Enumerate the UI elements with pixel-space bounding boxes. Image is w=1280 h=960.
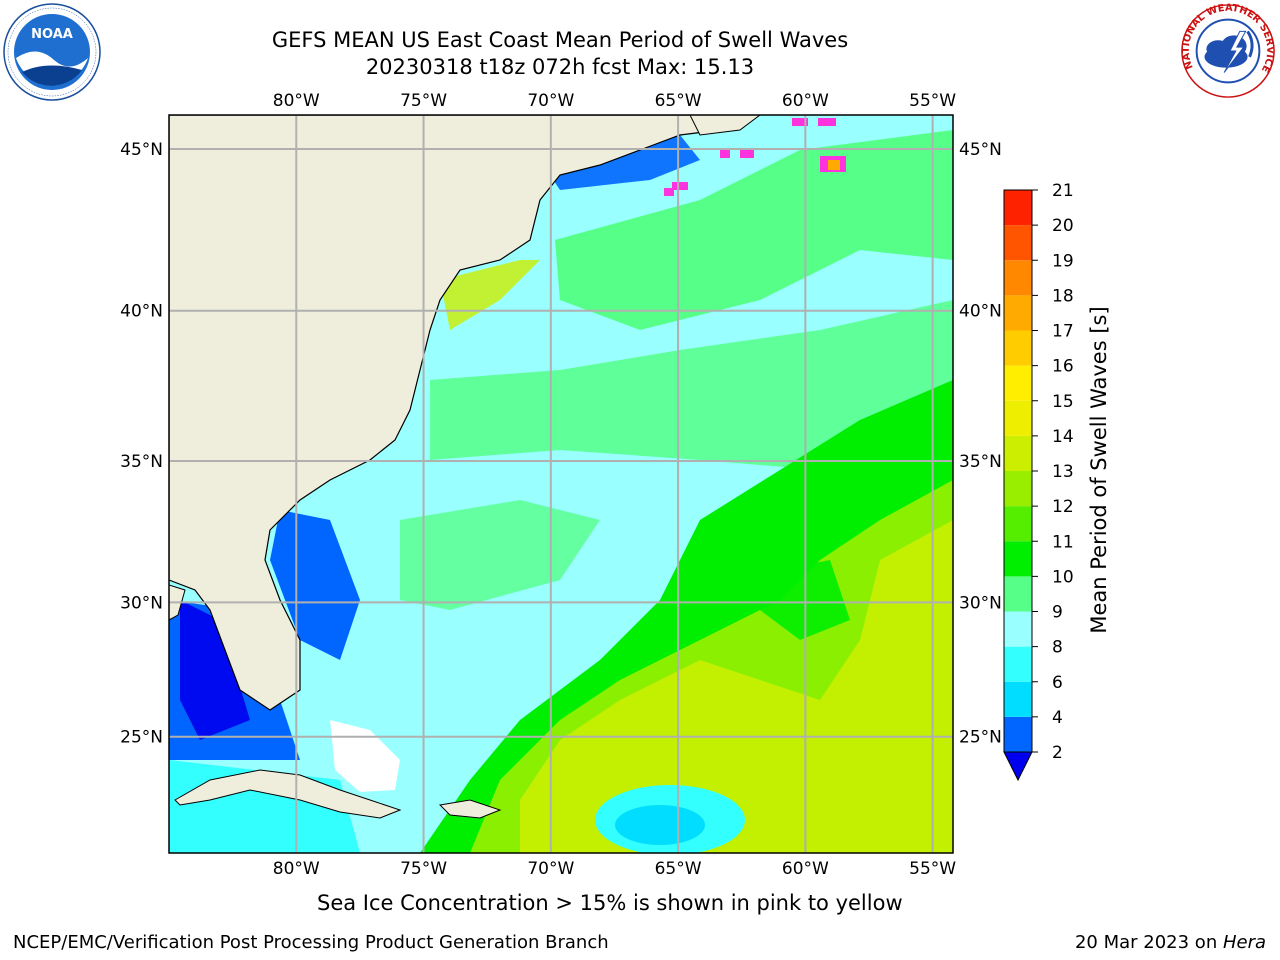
lon-labels-bottom: 80°W 75°W 70°W 65°W 60°W 55°W (273, 859, 956, 879)
colorbar-tick-label: 15 (1052, 392, 1074, 412)
lon-label-top: 70°W (527, 91, 574, 111)
gulf-swell-lowest (180, 600, 250, 740)
colorbar-tick-label: 2 (1052, 743, 1063, 763)
lon-label-bottom: 65°W (655, 859, 702, 879)
swell-band-middle (430, 300, 953, 470)
colorbar-tick-label: 8 (1052, 638, 1063, 658)
lat-label-left: 40°N (120, 302, 163, 322)
footer-date: 20 Mar 2023 on Hera (1075, 932, 1266, 953)
lon-label-top: 65°W (655, 91, 702, 111)
lat-labels-right: 45°N 40°N 35°N 30°N 25°N (959, 140, 1002, 748)
noaa-logo: NOAA (3, 3, 101, 101)
swell-region-yellow (520, 520, 953, 853)
colorbar-tick-label: 4 (1052, 708, 1063, 728)
land-masses (169, 115, 761, 819)
colorbar-segment (1004, 576, 1032, 612)
colorbar-segment (1004, 611, 1032, 647)
colorbar-tick-label: 12 (1052, 497, 1074, 517)
colorbar-tick-label: 6 (1052, 673, 1063, 693)
lon-label-top: 80°W (273, 91, 320, 111)
map-frame (168, 114, 954, 854)
north-america-land (169, 115, 761, 711)
colorbar-segment (1004, 646, 1032, 682)
swell-patch-lower (615, 805, 705, 845)
lon-label-top: 75°W (400, 91, 447, 111)
colorbar-tick-label: 11 (1052, 532, 1074, 552)
colorbar-segment (1004, 225, 1032, 261)
lon-label-bottom: 80°W (273, 859, 320, 879)
colorbar-segment (1004, 471, 1032, 507)
colorbar-tick-label: 13 (1052, 462, 1074, 482)
colorbar-segment (1004, 330, 1032, 366)
lat-label-right: 25°N (959, 728, 1002, 748)
lon-label-top: 60°W (782, 91, 829, 111)
nova-scotia-land (689, 115, 761, 136)
lat-label-left: 25°N (120, 728, 163, 748)
colorbar: 2 4 6 8 9 10 11 12 13 14 15 16 17 18 19 20 21 (1003, 181, 1074, 782)
colorbar-tick-label: 20 (1052, 216, 1074, 236)
colorbar-tick-label: 10 (1052, 567, 1074, 587)
colorbar-segment (1004, 295, 1032, 331)
colorbar-segment (1004, 400, 1032, 436)
colorbar-tick-label: 14 (1052, 427, 1074, 447)
colorbar-tick-label: 16 (1052, 357, 1074, 377)
swell-band-north (555, 130, 953, 330)
sea-ice-note: Sea Ice Concentration > 15% is shown in … (317, 891, 903, 915)
lat-label-right: 40°N (959, 302, 1002, 322)
hispaniola-land (438, 799, 502, 819)
lon-label-bottom: 75°W (400, 859, 447, 879)
colorbar-segment (1004, 435, 1032, 471)
colorbar-segment (1004, 681, 1032, 717)
footer-date-text: 20 Mar 2023 on (1074, 932, 1223, 953)
colorbar-segment (1004, 260, 1032, 296)
lon-label-bottom: 55°W (909, 859, 956, 879)
colorbar-under-arrow (1003, 751, 1033, 782)
colorbar-segment (1004, 716, 1032, 752)
lat-label-left: 45°N (120, 140, 163, 160)
bahamas-missing-data (330, 720, 400, 792)
footer-machine: Hera (1222, 932, 1266, 953)
noaa-logo-text: NOAA (31, 27, 73, 42)
lat-label-right: 45°N (959, 140, 1002, 160)
lat-label-left: 35°N (120, 452, 163, 472)
colorbar-tick-label: 9 (1052, 603, 1063, 623)
cuba-land (174, 769, 402, 819)
colorbar-segment (1004, 365, 1032, 401)
colorbar-tick-label: 19 (1052, 251, 1074, 271)
map-gridlines (169, 115, 953, 853)
lat-label-left: 30°N (120, 593, 163, 613)
lon-label-bottom: 70°W (527, 859, 574, 879)
footer-branch: NCEP/EMC/Verification Post Processing Pr… (13, 932, 609, 953)
colorbar-segment (1004, 190, 1032, 226)
colorbar-segment (1004, 506, 1032, 542)
map-subtitle: 20230318 t18z 072h fcst Max: 15.13 (365, 55, 755, 79)
lon-labels-top: 80°W 75°W 70°W 65°W 60°W 55°W (273, 91, 956, 111)
map-plot-area (169, 115, 953, 853)
lat-label-right: 30°N (959, 593, 1002, 613)
sea-ice (664, 118, 846, 196)
colorbar-tick-label: 17 (1052, 322, 1074, 342)
florida-shelf-swell (270, 510, 360, 660)
lon-label-bottom: 60°W (782, 859, 829, 879)
nws-logo: NATIONAL WEATHER SERVICE (1181, 3, 1275, 98)
colorbar-segment (1004, 541, 1032, 577)
map-title: GEFS MEAN US East Coast Mean Period of S… (271, 28, 849, 52)
colorbar-tick-label: 21 (1052, 181, 1074, 201)
shelf-swell-patch (440, 260, 540, 330)
colorbar-label: Mean Period of Swell Waves [s] (1087, 306, 1111, 633)
colorbar-tick-label: 18 (1052, 286, 1074, 306)
lat-labels-left: 45°N 40°N 35°N 30°N 25°N (120, 140, 163, 748)
lat-label-right: 35°N (959, 452, 1002, 472)
lon-label-top: 55°W (909, 91, 956, 111)
